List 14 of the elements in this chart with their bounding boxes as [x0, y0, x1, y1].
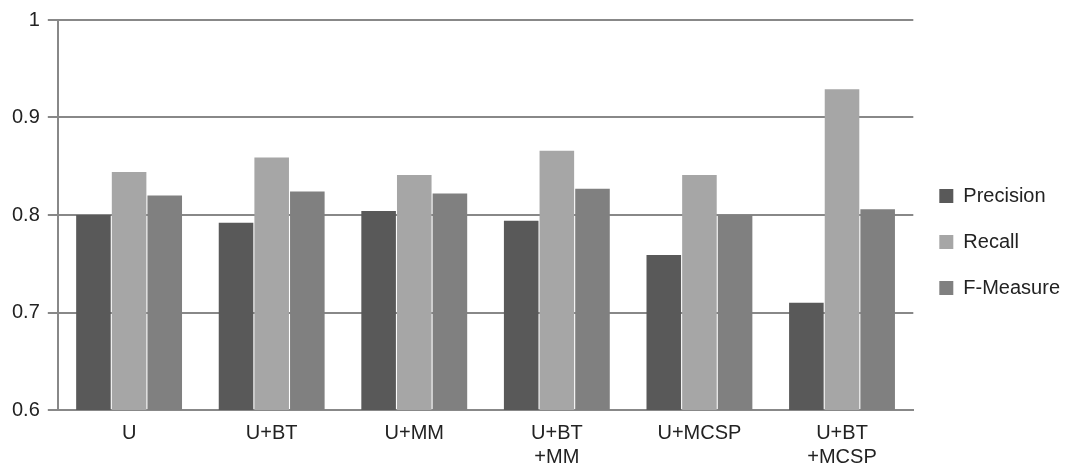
legend-label: Recall — [963, 229, 1019, 252]
x-tick-label: U+BT — [245, 420, 298, 443]
x-tick-label: U — [121, 420, 137, 443]
legend-label: F-Measure — [963, 275, 1061, 298]
y-tick-label: 0.9 — [11, 105, 40, 128]
y-tick-label: 0.8 — [11, 202, 40, 225]
y-tick-label: 0.6 — [11, 397, 40, 420]
x-tick-label: U+BT +MCSP — [807, 420, 877, 467]
x-tick-label: U+MM — [384, 420, 444, 443]
legend-label: Precision — [963, 183, 1046, 206]
x-tick-label: U+BT +MM — [531, 420, 583, 467]
y-tick-label: 1 — [28, 7, 40, 30]
x-tick-label: U+MCSP — [657, 420, 742, 443]
y-tick-label: 0.7 — [11, 300, 40, 323]
